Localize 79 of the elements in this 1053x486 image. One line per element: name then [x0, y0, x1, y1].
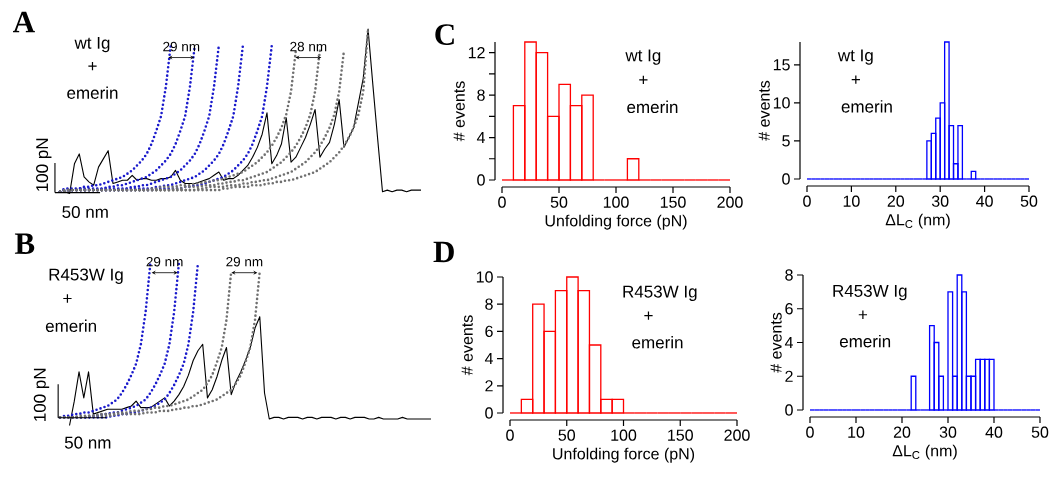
annotation: R453W Ig [623, 285, 697, 302]
y-tick-label: 4 [476, 132, 485, 144]
y-axis-title: # events [770, 312, 782, 373]
annotation: + [644, 311, 653, 320]
chart-title: A [13, 11, 35, 33]
annotation: 29 nm [226, 256, 263, 267]
y-tick-label: 2 [785, 370, 793, 382]
y-tick-label: 4 [784, 336, 793, 348]
x-tick-label: 0 [506, 429, 514, 441]
y-tick-label: 6 [485, 325, 493, 338]
x-tick-label: 100 [611, 429, 637, 441]
x-tick-label: 10 [843, 195, 860, 207]
annotation: emerin [627, 100, 678, 114]
x-axis-title: Unfolding force (pN) [545, 214, 687, 230]
text: 100 pN [33, 368, 50, 421]
x-tick-label: 40 [985, 426, 1003, 438]
y-tick-label: 2 [485, 380, 493, 392]
y-tick-label: 15 [773, 59, 790, 71]
annotation: wt Ig [625, 49, 661, 65]
annotation: wt Ig [837, 49, 873, 65]
y-tick-label: 8 [477, 89, 485, 101]
x-tick-label: 200 [717, 196, 743, 208]
x-tick-label: 150 [668, 429, 693, 441]
x-tick-label: 30 [931, 195, 949, 207]
y-tick-label: 0 [485, 407, 493, 419]
annotation: emerin [632, 336, 683, 349]
x-axis-title: ΔL$_{C}$ (nm) [892, 444, 957, 460]
y-tick-label: 12 [468, 47, 485, 59]
y-tick-label: 4 [484, 353, 493, 365]
annotation: 29 nm [146, 256, 183, 267]
annotation: emerin [841, 100, 892, 113]
x-tick-label: 0 [806, 426, 814, 438]
annotation: + [63, 294, 72, 303]
x-tick-label: 0 [498, 196, 506, 208]
annotation: + [639, 75, 648, 85]
annotation: R453W Ig [49, 268, 123, 284]
annotation: 28 nm [290, 41, 327, 52]
text: 100 pN [36, 138, 52, 191]
x-tick-label: 50 [558, 429, 576, 441]
x-tick-label: 50 [1020, 195, 1038, 207]
x-tick-label: 150 [660, 196, 686, 208]
y-axis-title: # events [461, 315, 473, 376]
chart-title: C [435, 24, 454, 46]
annotation: R453W Ig [833, 284, 907, 301]
chart-title: B [14, 233, 35, 254]
x-tick-label: 200 [724, 429, 750, 441]
y-tick-label: 0 [782, 173, 790, 185]
annotation: + [858, 310, 868, 319]
x-axis-title: Unfolding force (pN) [553, 447, 695, 463]
y-tick-label: 0 [785, 404, 793, 416]
y-tick-label: 6 [785, 303, 793, 315]
annotation: wt Ig [74, 36, 110, 53]
x-tick-label: 40 [976, 195, 993, 207]
y-tick-label: 8 [785, 269, 793, 281]
annotation: emerin [67, 86, 118, 99]
annotation: + [88, 61, 97, 71]
y-tick-label: 8 [485, 298, 493, 310]
text: 50 nm [64, 436, 111, 449]
annotation: + [851, 75, 860, 84]
y-tick-label: 10 [773, 97, 790, 109]
x-axis-title: ΔL$_{C}$ (nm) [885, 213, 950, 229]
x-tick-label: 30 [939, 426, 957, 438]
x-tick-label: 20 [887, 195, 905, 207]
x-tick-label: 10 [848, 426, 865, 438]
chart-title: D [433, 241, 454, 263]
x-tick-label: 50 [550, 196, 568, 208]
x-tick-label: 0 [803, 195, 811, 207]
x-tick-label: 100 [603, 196, 629, 208]
x-tick-label: 50 [1031, 426, 1049, 438]
y-axis-title: # events [453, 81, 465, 142]
text: 50 nm [62, 205, 108, 219]
y-tick-label: 0 [477, 174, 485, 186]
x-tick-label: 20 [893, 426, 911, 438]
annotation: 29 nm [163, 41, 200, 52]
annotation: emerin [45, 319, 96, 333]
y-tick-label: 10 [476, 271, 493, 283]
y-tick-label: 5 [782, 135, 790, 147]
y-axis-title: # events [758, 80, 770, 141]
annotation: emerin [839, 334, 891, 348]
